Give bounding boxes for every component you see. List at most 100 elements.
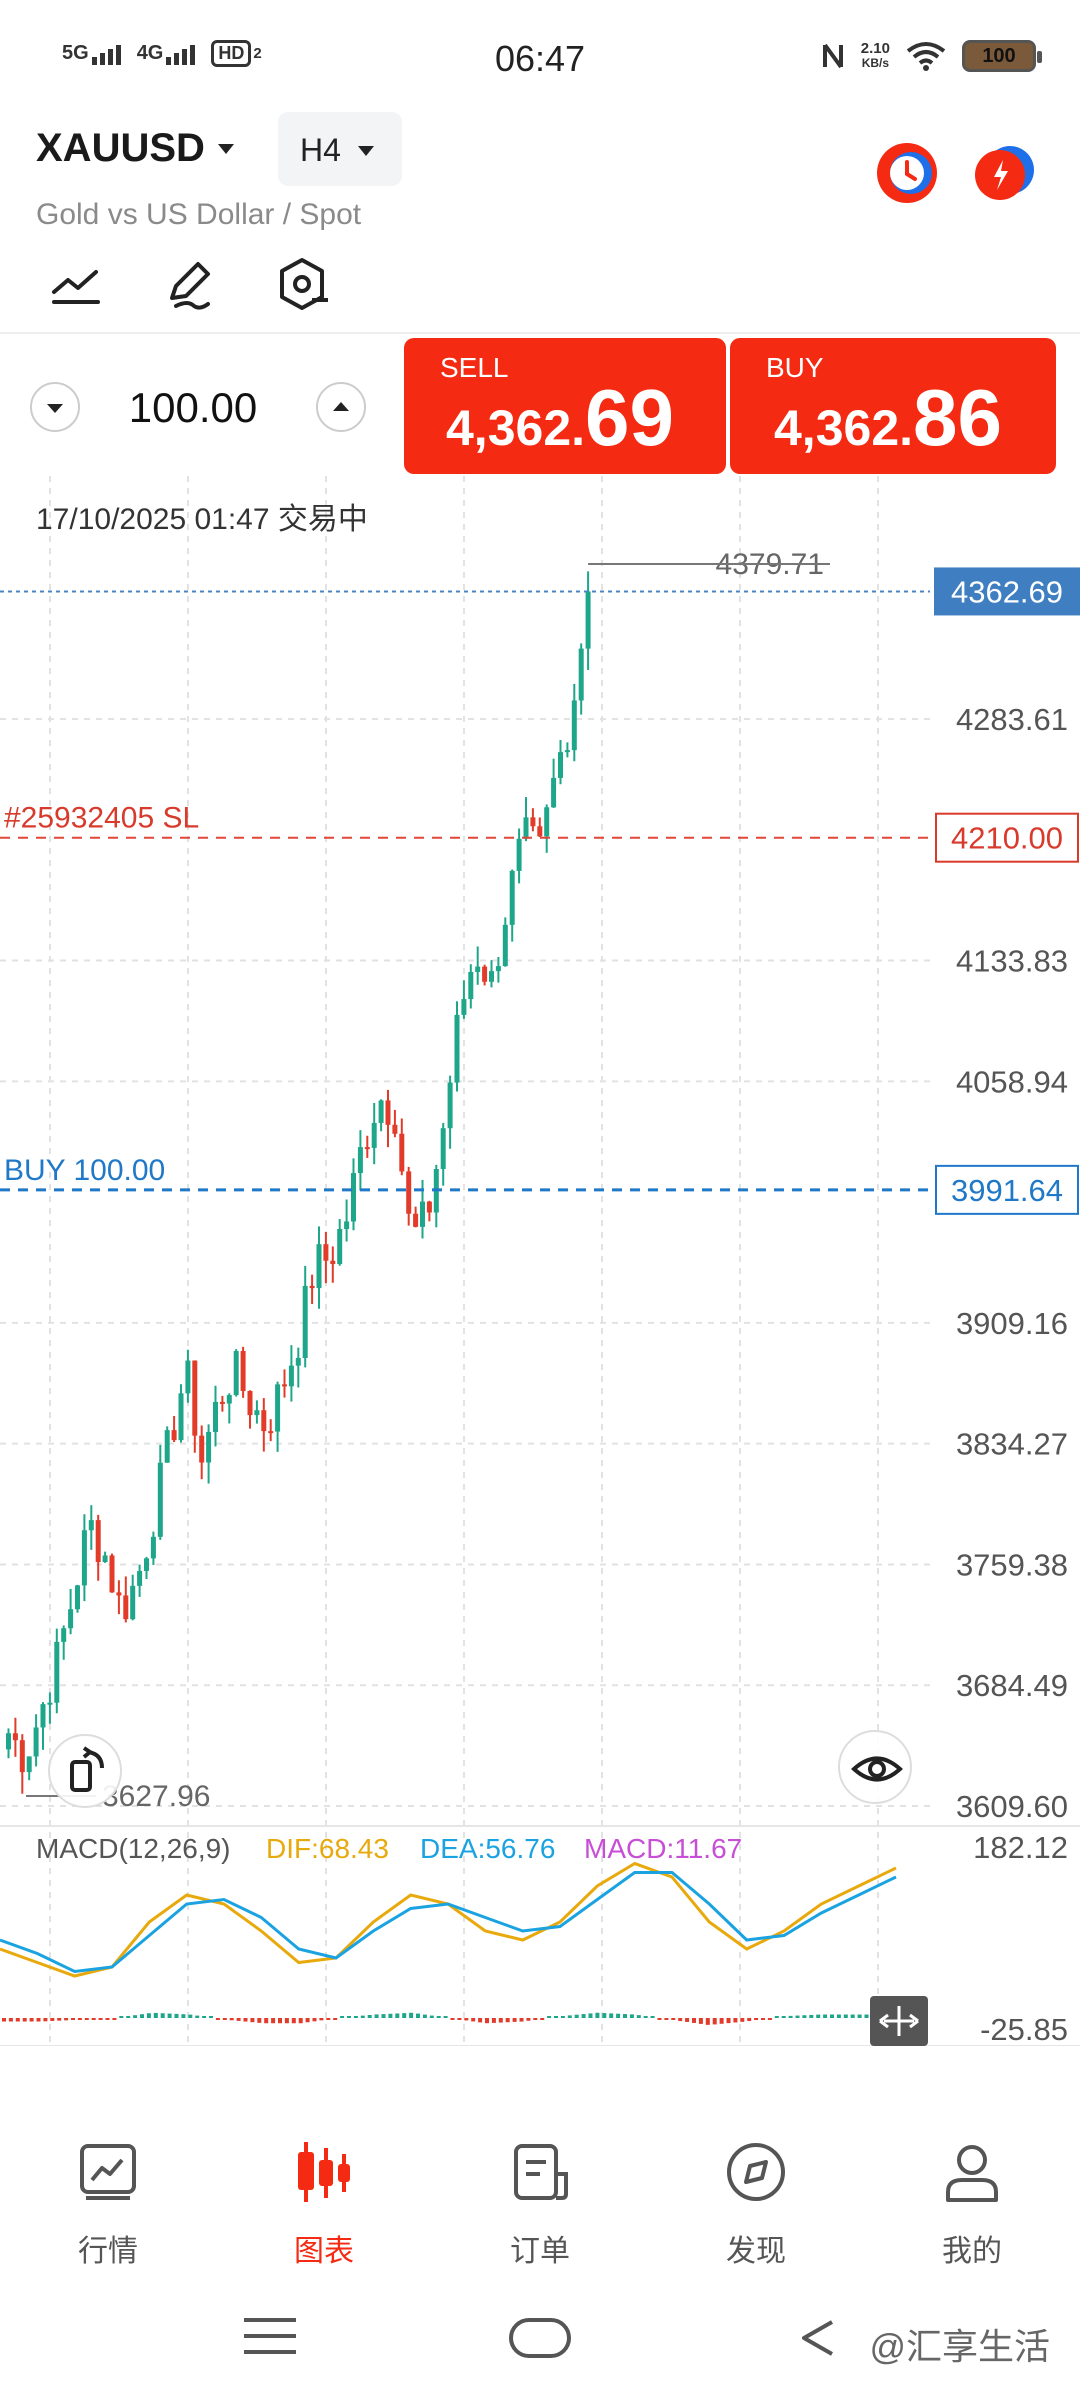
macd-histogram-bar	[91, 2018, 96, 2020]
buy-button[interactable]: BUY 4,362.86	[730, 338, 1056, 474]
macd-histogram-bar	[457, 2018, 462, 2020]
nav-item-discover[interactable]: 发现	[648, 2110, 864, 2280]
candle-down	[426, 1201, 432, 1213]
network-type-4g: 4G	[136, 42, 164, 64]
candle-up	[295, 1357, 301, 1366]
candle-up	[337, 1228, 343, 1265]
draw-pen-icon[interactable]	[158, 254, 218, 314]
candle-down	[385, 1100, 391, 1125]
price-chart[interactable]: 4283.61 4133.83 4058.94 3909.16 3834.27 3759.…	[0, 476, 1080, 2095]
macd-histogram-bar	[77, 2018, 82, 2020]
chevron-down-icon	[47, 404, 63, 413]
candle-up	[61, 1628, 67, 1642]
macd-histogram-bar	[733, 2018, 738, 2023]
indicator-icon[interactable]	[46, 254, 106, 314]
macd-histogram-bar	[767, 2018, 772, 2020]
candle-up	[302, 1285, 308, 1358]
macd-histogram-bar	[664, 2018, 669, 2020]
macd-histogram-bar	[340, 2016, 345, 2018]
rotate-screen-button[interactable]	[48, 1734, 122, 1808]
home-icon[interactable]	[508, 2314, 572, 2362]
chart-title: 17/10/2025 01:47 交易中	[36, 503, 368, 536]
header-divider	[0, 332, 1080, 334]
candle-down	[392, 1124, 398, 1134]
status-bar: 5G 4G HD 2 06:47 2.10 KB/s 100	[0, 0, 1080, 110]
menu-icon[interactable]	[242, 2314, 298, 2358]
macd-histogram-bar	[650, 2016, 655, 2018]
macd-histogram-bar	[512, 2018, 517, 2022]
toggle-visibility-button[interactable]	[838, 1730, 912, 1804]
sell-button[interactable]: SELL 4,362.69	[404, 338, 726, 474]
macd-histogram-bar	[505, 2018, 510, 2023]
y-tick-label: 3759.38	[956, 1547, 1068, 1582]
flash-trade-icon[interactable]	[970, 140, 1036, 206]
nav-item-orders[interactable]: 订单	[432, 2110, 648, 2280]
candle-up	[213, 1401, 218, 1432]
wifi-icon	[906, 42, 946, 71]
macd-histogram-bar	[236, 2018, 241, 2021]
candle-down	[95, 1520, 101, 1563]
macd-histogram-bar	[643, 2016, 648, 2018]
macd-histogram-value: MACD:11.67	[584, 1833, 742, 1864]
candle-down	[537, 826, 543, 837]
macd-histogram-bar	[160, 2013, 165, 2018]
buy-position-price: 3991.64	[951, 1173, 1063, 1208]
quantity-increase-button[interactable]	[316, 382, 366, 432]
nav-item-profile[interactable]: 我的	[864, 2110, 1080, 2280]
macd-histogram-bar	[788, 2015, 793, 2018]
current-price-label: 4362.69	[951, 574, 1063, 609]
macd-histogram-bar	[98, 2018, 103, 2020]
candle-down	[219, 1401, 225, 1404]
macd-histogram-bar	[705, 2018, 710, 2025]
nav-label-chart: 图表	[294, 2235, 354, 2268]
candle-down	[482, 966, 488, 982]
macd-histogram-bar	[381, 2014, 386, 2018]
back-icon[interactable]	[796, 2316, 836, 2360]
candle-up	[178, 1393, 184, 1441]
macd-histogram-bar	[471, 2018, 476, 2022]
candle-down	[364, 1147, 370, 1150]
timeframe-selector[interactable]: H4	[278, 112, 402, 186]
macd-histogram-bar	[781, 2016, 786, 2018]
candle-up	[344, 1221, 350, 1229]
sell-price: 4,362.69	[446, 372, 674, 464]
candle-up	[585, 591, 591, 649]
macd-histogram-bar	[823, 2014, 828, 2018]
chart-settings-icon[interactable]	[272, 254, 332, 314]
symbol-selector[interactable]: XAUUSD	[36, 126, 205, 170]
quantity-decrease-button[interactable]	[30, 382, 80, 432]
timeframe-dropdown-icon[interactable]	[358, 146, 374, 156]
chart-area[interactable]: 4283.61 4133.83 4058.94 3909.16 3834.27 3759.…	[0, 476, 1080, 2095]
macd-histogram-bar	[188, 2014, 193, 2018]
macd-histogram-bar	[857, 2014, 862, 2018]
candle-down	[330, 1260, 336, 1265]
candle-down	[109, 1555, 115, 1593]
symbol-dropdown-icon[interactable]	[218, 144, 234, 154]
macd-histogram-bar	[629, 2014, 634, 2018]
nav-item-market[interactable]: 行情	[0, 2110, 216, 2280]
candle-down	[309, 1285, 315, 1289]
candle-up	[544, 807, 550, 837]
candle-up	[502, 924, 508, 967]
quantity-input[interactable]: 100.00	[128, 384, 258, 431]
buy-price-main: 4,362.	[774, 400, 914, 456]
candle-up	[130, 1585, 136, 1620]
macd-histogram-bar	[422, 2014, 427, 2018]
macd-histogram-bar	[112, 2018, 117, 2020]
macd-histogram-bar	[616, 2013, 621, 2018]
macd-histogram-bar	[284, 2018, 289, 2024]
macd-histogram-bar	[409, 2012, 414, 2018]
candle-down	[123, 1595, 129, 1620]
chart-icon	[298, 2142, 350, 2202]
battery-level: 100	[982, 45, 1016, 67]
eye-icon	[851, 1756, 903, 1782]
hd-badge: HD	[211, 40, 252, 67]
nav-item-chart[interactable]: 图表	[216, 2110, 432, 2280]
orders-icon	[514, 2144, 568, 2200]
clock-alert-icon[interactable]	[874, 140, 940, 206]
macd-histogram-bar	[374, 2014, 379, 2018]
candle-up	[26, 1756, 32, 1773]
chevron-up-icon	[333, 402, 349, 411]
candle-up	[75, 1585, 80, 1610]
nav-label-profile: 我的	[942, 2235, 1002, 2268]
